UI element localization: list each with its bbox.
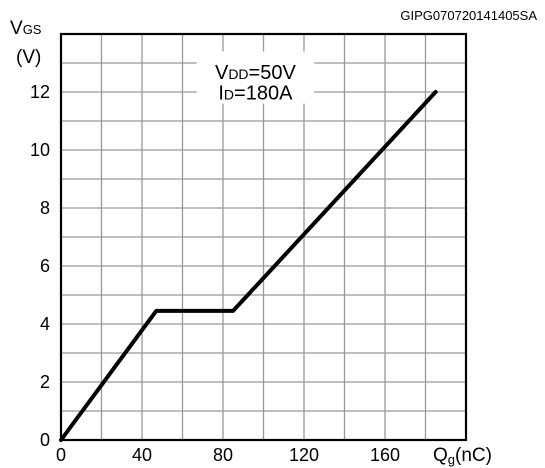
y-tick-label: 2: [40, 372, 50, 392]
y-tick-label: 12: [30, 82, 50, 102]
x-tick-label: 160: [370, 445, 400, 465]
y-tick-labels: 0 2 4 6 8 10 12: [30, 82, 50, 450]
x-tick-labels: 0 40 80 120 160: [56, 445, 400, 465]
series-line: [59, 90, 438, 442]
x-axis-label: Qg(nC): [433, 445, 492, 467]
annotation-background: [196, 51, 315, 104]
y-tick-label: 0: [40, 430, 50, 450]
y-axis-label: VGS: [10, 18, 42, 39]
y-tick-label: 10: [30, 140, 50, 160]
y-axis-unit: (V): [16, 47, 41, 68]
reference-code: GIPG070720141405SA: [400, 8, 537, 23]
x-tick-label: 40: [132, 445, 152, 465]
x-tick-label: 80: [213, 445, 233, 465]
x-tick-label: 0: [56, 445, 66, 465]
annotation-vdd: VDD=50V: [215, 62, 297, 84]
y-tick-label: 6: [40, 256, 50, 276]
x-tick-label: 120: [289, 445, 319, 465]
plot-frame: [59, 32, 468, 442]
annotation-id: ID=180A: [218, 82, 293, 104]
y-tick-label: 8: [40, 198, 50, 218]
y-tick-label: 4: [40, 314, 50, 334]
